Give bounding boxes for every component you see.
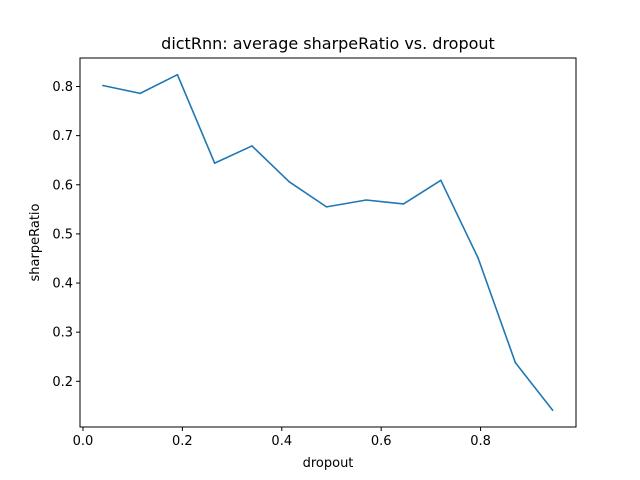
axes-frame [79, 57, 577, 428]
x-tick-label: 0.2 [172, 434, 193, 449]
data-point [288, 181, 291, 183]
chart-title: dictRnn: average sharpeRatio vs. dropout [161, 34, 495, 53]
x-axis-label: dropout [303, 456, 354, 471]
data-point [440, 179, 442, 182]
series-line [102, 73, 554, 411]
data-point [365, 199, 368, 201]
y-tick-label: 0.5 [52, 227, 73, 242]
x-tick-label: 0.6 [371, 434, 392, 449]
data-point [102, 84, 104, 87]
plot-area [102, 73, 554, 412]
y-tick-label: 0.2 [52, 375, 73, 390]
data-point [402, 203, 405, 205]
y-tick-label: 0.4 [52, 277, 73, 292]
x-axis: 0.0 0.2 0.4 0.6 0.8 [73, 427, 491, 449]
y-axis: 0.2 0.3 0.4 0.5 0.6 0.7 0.8 [52, 80, 80, 390]
y-axis-label: sharpeRatio [28, 203, 43, 281]
data-point [514, 361, 517, 364]
y-tick-label: 0.7 [52, 129, 73, 144]
data-point [176, 73, 179, 76]
y-tick-label: 0.3 [52, 326, 73, 341]
x-tick-label: 0.4 [271, 434, 292, 449]
y-tick-label: 0.8 [52, 80, 73, 95]
y-tick-label: 0.6 [52, 178, 73, 193]
x-tick-label: 0.0 [73, 434, 94, 449]
data-point [325, 206, 328, 208]
data-point [477, 257, 479, 259]
data-point [251, 145, 253, 147]
data-point [139, 92, 141, 95]
x-tick-label: 0.8 [470, 434, 491, 449]
data-point [551, 409, 554, 412]
data-point [213, 162, 216, 164]
